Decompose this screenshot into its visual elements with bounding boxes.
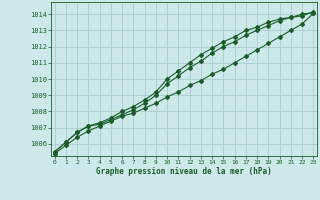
X-axis label: Graphe pression niveau de la mer (hPa): Graphe pression niveau de la mer (hPa): [96, 167, 272, 176]
